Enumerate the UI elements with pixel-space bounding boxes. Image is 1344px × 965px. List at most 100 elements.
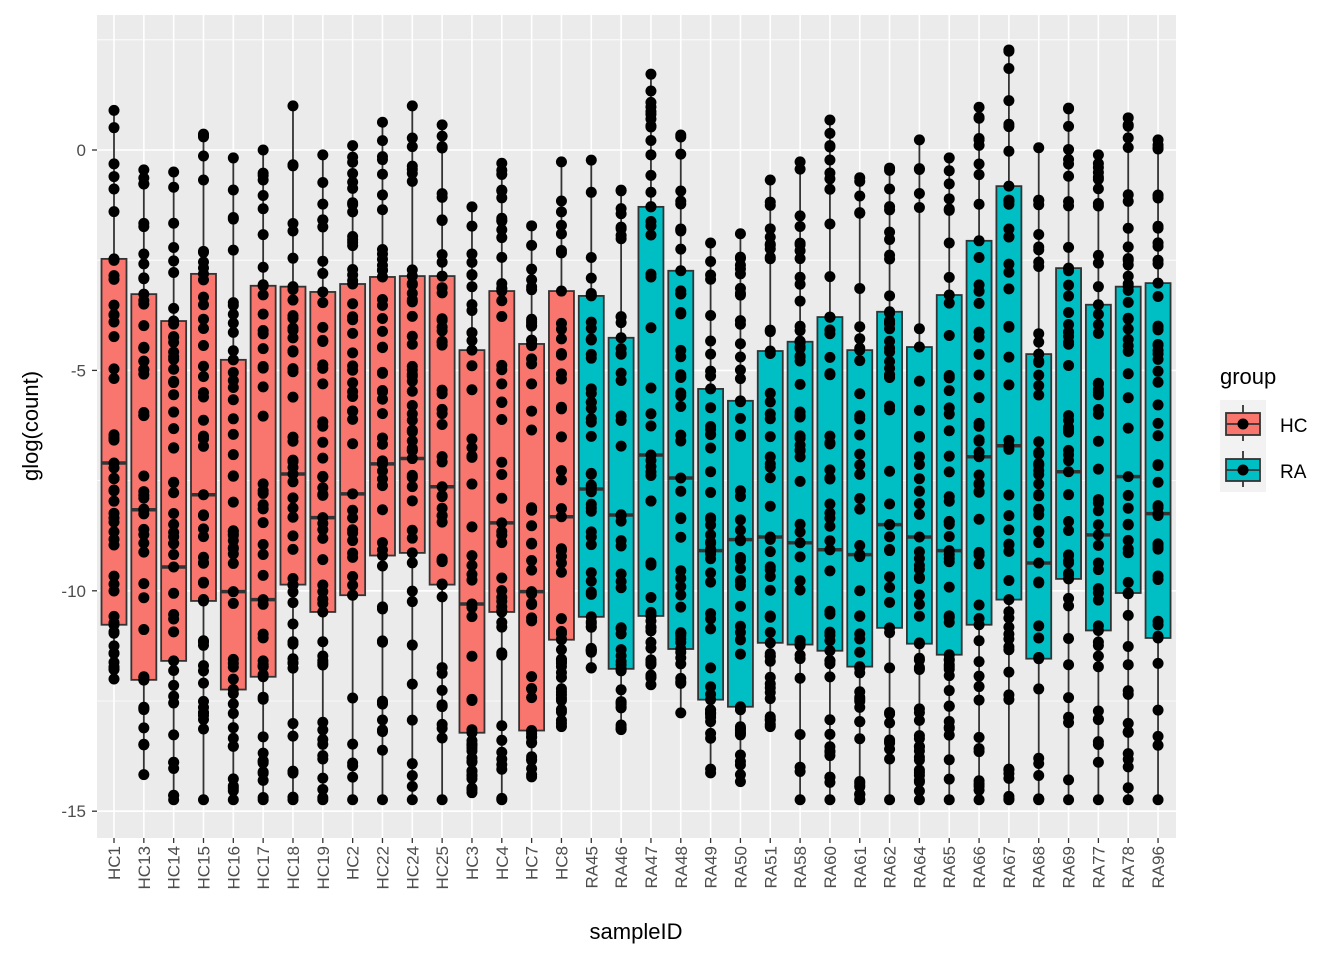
data-point bbox=[645, 220, 657, 232]
data-point bbox=[466, 327, 478, 339]
data-point bbox=[824, 608, 836, 620]
data-point bbox=[496, 526, 508, 538]
data-point bbox=[824, 140, 836, 152]
data-point bbox=[376, 154, 388, 166]
data-point bbox=[794, 325, 806, 337]
data-point bbox=[227, 722, 239, 734]
data-point bbox=[257, 731, 269, 743]
data-point bbox=[1063, 525, 1075, 537]
data-point bbox=[585, 154, 597, 166]
data-point bbox=[675, 581, 687, 593]
data-point bbox=[854, 448, 866, 460]
data-point bbox=[1092, 319, 1104, 331]
data-point bbox=[406, 399, 418, 411]
data-point bbox=[227, 375, 239, 387]
data-point bbox=[317, 214, 329, 226]
data-point bbox=[913, 498, 925, 510]
x-tick-label: RA65 bbox=[940, 846, 959, 889]
data-point bbox=[824, 714, 836, 726]
data-point bbox=[555, 317, 567, 329]
data-point bbox=[675, 371, 687, 383]
data-point bbox=[615, 347, 627, 359]
data-point bbox=[227, 707, 239, 719]
data-point bbox=[197, 677, 209, 689]
data-point bbox=[1122, 726, 1134, 738]
data-point bbox=[1092, 650, 1104, 662]
data-point bbox=[496, 647, 508, 659]
data-point bbox=[645, 186, 657, 198]
data-point bbox=[197, 489, 209, 501]
data-point bbox=[1003, 231, 1015, 243]
data-point bbox=[884, 290, 896, 302]
data-point bbox=[764, 223, 776, 235]
data-point bbox=[466, 269, 478, 281]
box-iqr bbox=[458, 349, 486, 734]
data-point bbox=[1122, 534, 1134, 546]
data-point bbox=[734, 396, 746, 408]
data-point bbox=[705, 546, 717, 558]
data-point bbox=[615, 656, 627, 668]
data-point bbox=[526, 588, 538, 600]
data-point bbox=[406, 714, 418, 726]
data-point bbox=[1152, 321, 1164, 333]
data-point bbox=[645, 559, 657, 571]
data-point bbox=[1003, 320, 1015, 332]
x-tick-label: HC7 bbox=[523, 846, 542, 880]
data-point bbox=[824, 311, 836, 323]
data-point bbox=[794, 636, 806, 648]
data-point bbox=[675, 131, 687, 143]
data-point bbox=[168, 487, 180, 499]
data-point bbox=[347, 488, 359, 500]
data-point bbox=[138, 320, 150, 332]
data-point bbox=[1092, 435, 1104, 447]
data-point bbox=[913, 610, 925, 622]
data-point bbox=[794, 575, 806, 587]
data-point bbox=[734, 648, 746, 660]
data-point bbox=[675, 265, 687, 277]
data-point bbox=[884, 662, 896, 674]
data-point bbox=[347, 236, 359, 248]
data-point bbox=[854, 333, 866, 345]
data-point bbox=[376, 455, 388, 467]
data-point bbox=[1152, 376, 1164, 388]
data-point bbox=[1003, 594, 1015, 606]
data-point bbox=[1152, 237, 1164, 249]
data-point bbox=[376, 544, 388, 556]
data-point bbox=[257, 538, 269, 550]
data-point bbox=[138, 546, 150, 558]
data-point bbox=[168, 363, 180, 375]
data-point bbox=[436, 315, 448, 327]
data-point bbox=[406, 557, 418, 569]
data-point bbox=[108, 158, 120, 170]
data-point bbox=[1033, 446, 1045, 458]
data-point bbox=[496, 601, 508, 613]
data-point bbox=[973, 635, 985, 647]
data-point bbox=[1033, 336, 1045, 348]
x-tick-label: RA60 bbox=[821, 846, 840, 889]
data-point bbox=[1033, 355, 1045, 367]
data-point bbox=[1063, 196, 1075, 208]
data-point bbox=[108, 495, 120, 507]
data-point bbox=[1003, 628, 1015, 640]
data-point bbox=[645, 420, 657, 432]
data-point bbox=[1033, 241, 1045, 253]
data-point bbox=[406, 141, 418, 153]
data-point bbox=[257, 229, 269, 241]
data-point bbox=[138, 273, 150, 285]
data-point bbox=[884, 717, 896, 729]
data-point bbox=[1003, 379, 1015, 391]
data-point bbox=[1092, 756, 1104, 768]
x-tick-label: HC3 bbox=[463, 846, 482, 880]
data-point bbox=[645, 135, 657, 147]
data-point bbox=[884, 708, 896, 720]
data-point bbox=[347, 738, 359, 750]
data-point bbox=[705, 681, 717, 693]
data-point bbox=[943, 203, 955, 215]
x-tick-label: RA50 bbox=[731, 846, 750, 889]
data-point bbox=[168, 389, 180, 401]
data-point bbox=[675, 148, 687, 160]
data-point bbox=[526, 754, 538, 766]
data-point bbox=[197, 723, 209, 735]
data-point bbox=[197, 576, 209, 588]
data-point bbox=[376, 408, 388, 420]
